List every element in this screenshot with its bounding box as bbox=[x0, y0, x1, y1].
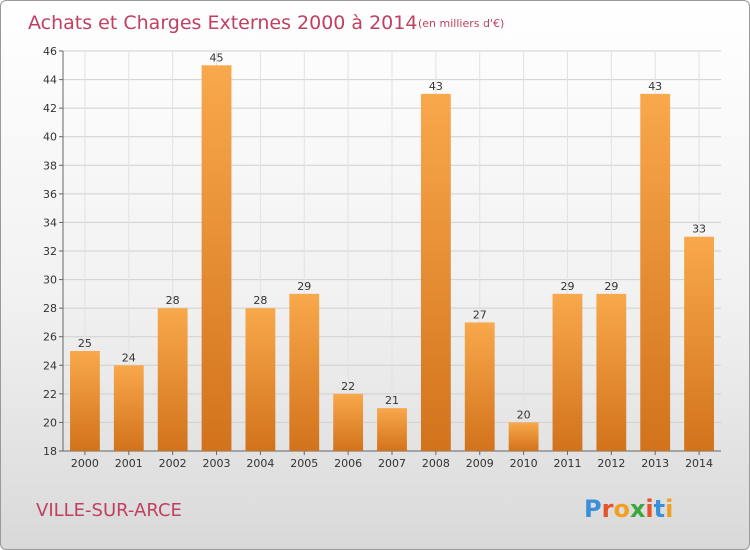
x-tick-label-2001: 2001 bbox=[115, 457, 143, 470]
y-tick-label: 20 bbox=[43, 416, 57, 429]
x-tick-label-2014: 2014 bbox=[685, 457, 713, 470]
x-tick-label-2007: 2007 bbox=[378, 457, 406, 470]
y-tick-label: 42 bbox=[43, 102, 57, 115]
x-tick-label-2008: 2008 bbox=[422, 457, 450, 470]
x-tick-label-2006: 2006 bbox=[334, 457, 362, 470]
bar-2001 bbox=[113, 365, 144, 451]
bar-2006 bbox=[333, 393, 364, 451]
value-label-2007: 21 bbox=[385, 394, 399, 407]
x-tick-label-2013: 2013 bbox=[641, 457, 669, 470]
y-tick-label: 38 bbox=[43, 159, 57, 172]
y-tick-label: 28 bbox=[43, 302, 57, 315]
x-tick-label-2000: 2000 bbox=[71, 457, 99, 470]
value-label-2012: 29 bbox=[604, 280, 618, 293]
city-name: VILLE-SUR-ARCE bbox=[36, 500, 182, 521]
logo-letter: i bbox=[665, 495, 673, 523]
x-tick-label-2012: 2012 bbox=[597, 457, 625, 470]
value-label-2000: 25 bbox=[78, 337, 92, 350]
y-tick-label: 24 bbox=[43, 359, 57, 372]
logo-letter: P bbox=[584, 495, 602, 523]
y-tick-label: 26 bbox=[43, 331, 57, 344]
y-tick-label: 46 bbox=[43, 45, 57, 58]
y-tick-label: 22 bbox=[43, 388, 57, 401]
chart-subtitle: (en milliers d'€) bbox=[418, 17, 504, 30]
bar-2002 bbox=[157, 308, 188, 451]
x-tick-label-2003: 2003 bbox=[203, 457, 231, 470]
bar-2005 bbox=[289, 293, 320, 451]
y-tick-label: 36 bbox=[43, 188, 57, 201]
y-tick-label: 32 bbox=[43, 245, 57, 258]
bar-2012 bbox=[596, 293, 627, 451]
x-tick-label-2005: 2005 bbox=[290, 457, 318, 470]
value-label-2006: 22 bbox=[341, 380, 355, 393]
y-tick-label: 44 bbox=[43, 74, 57, 87]
value-label-2005: 29 bbox=[297, 280, 311, 293]
bar-2007 bbox=[377, 408, 407, 451]
value-label-2003: 45 bbox=[210, 51, 224, 64]
value-label-2008: 43 bbox=[429, 80, 443, 93]
x-tick-label-2009: 2009 bbox=[466, 457, 494, 470]
bar-2000 bbox=[70, 351, 100, 451]
y-tick-label: 18 bbox=[43, 445, 57, 458]
value-label-2010: 20 bbox=[517, 408, 531, 421]
x-tick-label-2011: 2011 bbox=[553, 457, 581, 470]
value-label-2013: 43 bbox=[648, 80, 662, 93]
proxiti-logo: Proxiti bbox=[584, 495, 673, 523]
logo-letter: i bbox=[645, 495, 653, 523]
value-label-2014: 33 bbox=[692, 223, 706, 236]
logo-letter: o bbox=[613, 495, 630, 523]
logo-letter: r bbox=[602, 495, 614, 523]
labels: 18 20 22 24 26 28 30 32 34 36 38 40 42 44 46 25 2000 24 20… bbox=[43, 45, 713, 470]
value-label-2001: 24 bbox=[122, 351, 136, 364]
value-label-2011: 29 bbox=[560, 280, 574, 293]
value-label-2002: 28 bbox=[166, 294, 180, 307]
bar-2014 bbox=[684, 236, 714, 451]
y-tick-label: 40 bbox=[43, 131, 57, 144]
value-label-2009: 27 bbox=[473, 308, 487, 321]
x-tick-label-2002: 2002 bbox=[159, 457, 187, 470]
y-tick-label: 30 bbox=[43, 274, 57, 287]
chart-title: Achats et Charges Externes 2000 à 2014 bbox=[28, 12, 417, 34]
bar-2011 bbox=[552, 293, 583, 451]
x-tick-label-2010: 2010 bbox=[510, 457, 538, 470]
logo-letter: x bbox=[630, 495, 646, 523]
y-tick-label: 34 bbox=[43, 216, 57, 229]
logo-letter: t bbox=[654, 495, 665, 523]
value-label-2004: 28 bbox=[253, 294, 267, 307]
bars bbox=[70, 65, 714, 452]
bar-2013 bbox=[640, 93, 671, 451]
bar-2010 bbox=[508, 422, 539, 451]
bar-2008 bbox=[420, 93, 451, 451]
bar-2004 bbox=[245, 308, 276, 451]
bar-2003 bbox=[201, 65, 232, 452]
x-tick-label-2004: 2004 bbox=[246, 457, 274, 470]
bar-2009 bbox=[464, 322, 495, 451]
